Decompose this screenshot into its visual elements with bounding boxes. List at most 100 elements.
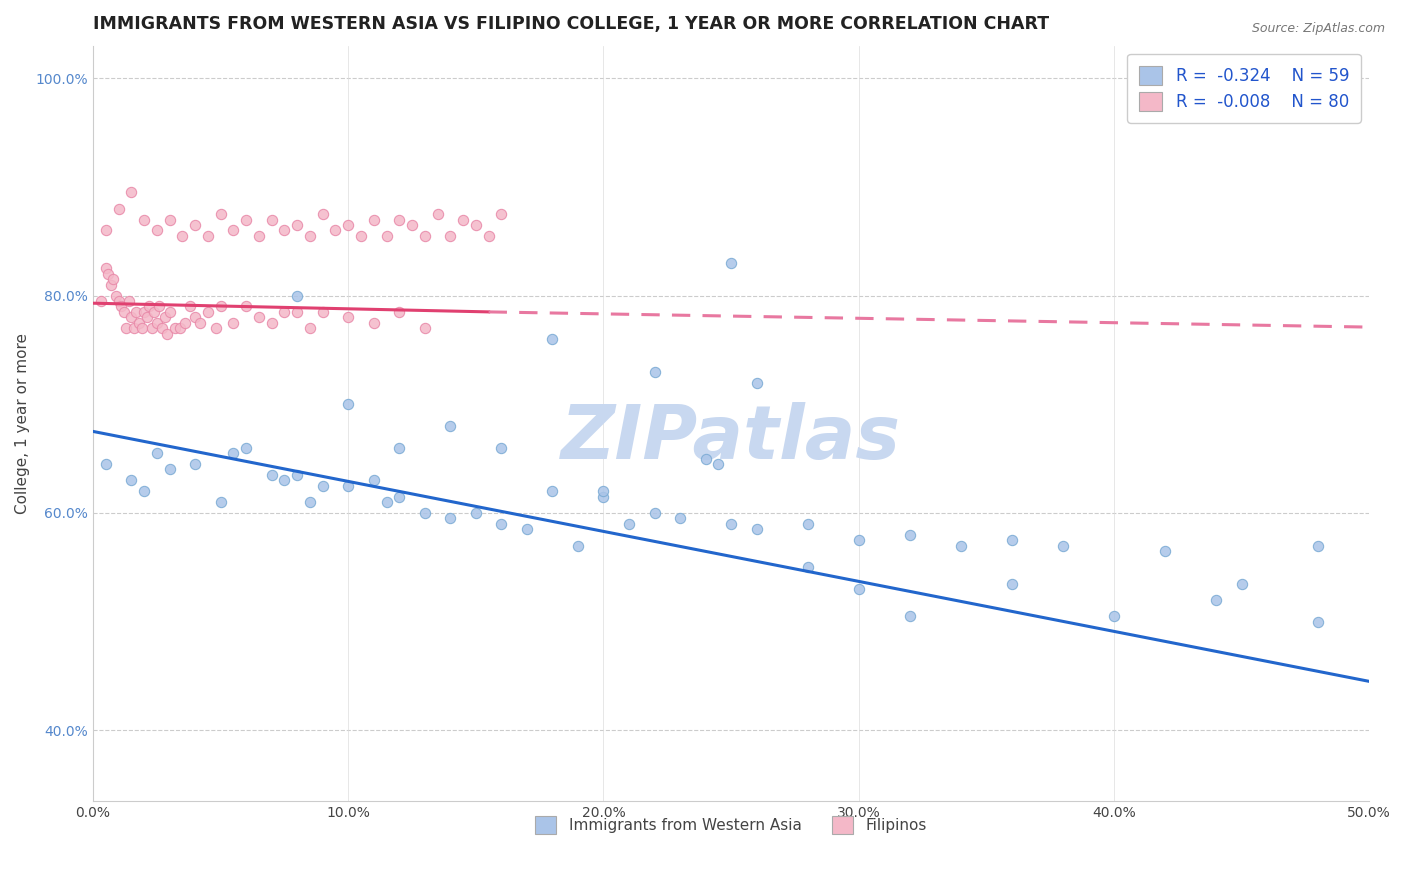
Text: Source: ZipAtlas.com: Source: ZipAtlas.com (1251, 22, 1385, 36)
Point (1306, 615, 1329, 629)
Point (426, 207, 449, 221)
Point (363, 212, 385, 227)
Point (745, 522, 768, 536)
Point (197, 228, 219, 243)
Point (94, 223, 117, 237)
Point (143, 305, 166, 319)
Point (222, 446, 245, 460)
Point (105, 288, 128, 302)
Legend: Immigrants from Western Asia, Filipinos: Immigrants from Western Asia, Filipinos (523, 804, 939, 847)
Point (100, 277, 122, 292)
Point (439, 419, 461, 434)
Point (541, 332, 564, 346)
Point (644, 506, 666, 520)
Text: ZIPatlas: ZIPatlas (561, 402, 901, 475)
Text: IMMIGRANTS FROM WESTERN ASIA VS FILIPINO COLLEGE, 1 YEAR OR MORE CORRELATION CHA: IMMIGRANTS FROM WESTERN ASIA VS FILIPINO… (93, 15, 1049, 33)
Point (179, 300, 201, 314)
Point (107, 202, 129, 216)
Point (949, 539, 972, 553)
Point (156, 326, 179, 341)
Point (273, 305, 295, 319)
Point (1052, 539, 1074, 553)
Point (148, 300, 170, 314)
Point (1154, 544, 1177, 558)
Point (451, 212, 474, 227)
Point (745, 376, 768, 390)
Point (695, 451, 717, 466)
Point (235, 300, 257, 314)
Point (103, 272, 125, 286)
Point (90, 293, 112, 308)
Point (184, 310, 207, 325)
Point (363, 316, 385, 330)
Point (247, 228, 270, 243)
Point (120, 473, 142, 487)
Point (1205, 592, 1227, 607)
Point (285, 288, 308, 302)
Point (644, 365, 666, 379)
Point (112, 305, 135, 319)
Point (848, 533, 870, 547)
Point (110, 300, 132, 314)
Point (260, 467, 283, 482)
Point (159, 462, 181, 476)
Point (188, 316, 211, 330)
Point (150, 321, 173, 335)
Point (153, 310, 176, 325)
Point (184, 218, 207, 232)
Point (707, 457, 730, 471)
Point (159, 212, 181, 227)
Point (209, 495, 232, 509)
Point (491, 441, 513, 455)
Point (720, 256, 742, 270)
Point (337, 397, 360, 411)
Point (235, 212, 257, 227)
Point (413, 321, 436, 335)
Point (592, 484, 614, 499)
Point (617, 516, 640, 531)
Point (197, 305, 219, 319)
Point (120, 186, 142, 200)
Point (138, 300, 160, 314)
Point (174, 316, 197, 330)
Point (159, 305, 181, 319)
Point (1001, 533, 1024, 547)
Point (222, 223, 245, 237)
Point (848, 582, 870, 596)
Point (222, 316, 245, 330)
Point (298, 321, 321, 335)
Point (312, 305, 335, 319)
Point (312, 207, 335, 221)
Point (337, 218, 360, 232)
Point (388, 212, 411, 227)
Point (350, 228, 373, 243)
Point (592, 490, 614, 504)
Point (131, 321, 153, 335)
Point (146, 446, 169, 460)
Point (132, 484, 155, 499)
Point (337, 310, 360, 325)
Point (898, 527, 921, 541)
Point (1230, 576, 1253, 591)
Point (413, 228, 436, 243)
Point (669, 511, 692, 525)
Point (439, 511, 461, 525)
Point (169, 321, 191, 335)
Point (209, 300, 232, 314)
Point (260, 212, 283, 227)
Point (363, 473, 385, 487)
Point (491, 516, 513, 531)
Point (125, 305, 148, 319)
Point (285, 218, 308, 232)
Point (141, 321, 163, 335)
Point (796, 516, 818, 531)
Point (478, 228, 501, 243)
Point (439, 228, 461, 243)
Point (401, 218, 423, 232)
Point (1306, 539, 1329, 553)
Point (464, 506, 486, 520)
Point (388, 305, 411, 319)
Point (312, 479, 335, 493)
Point (491, 207, 513, 221)
Point (120, 310, 142, 325)
